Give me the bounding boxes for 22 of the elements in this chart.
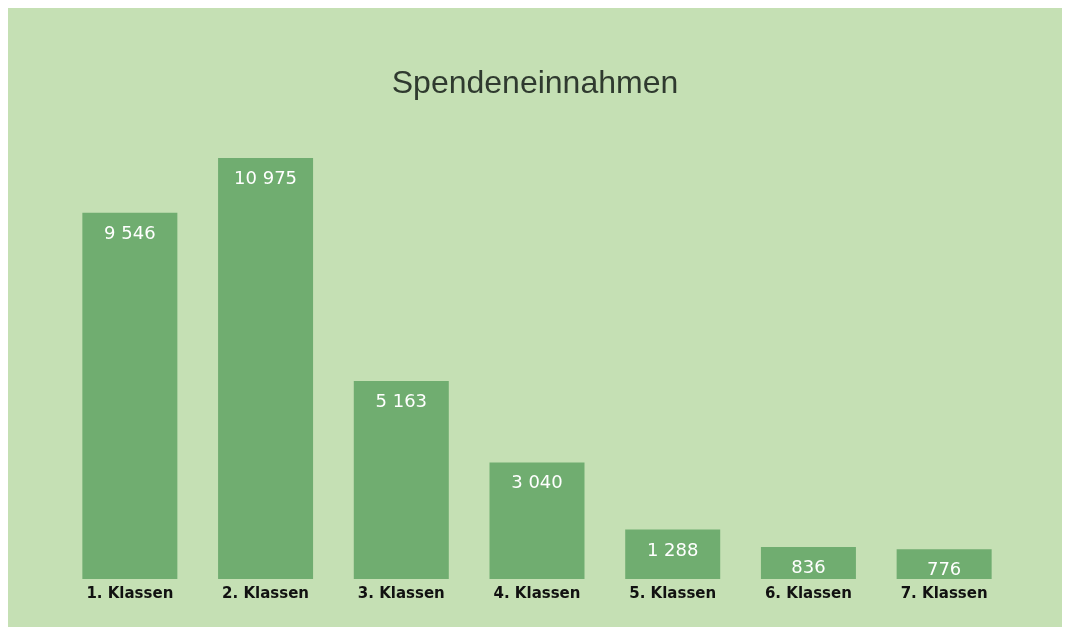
bar	[218, 158, 314, 579]
x-tick-label: 6. Klassen	[764, 583, 852, 602]
x-tick-label: 1. Klassen	[86, 583, 174, 602]
bar	[896, 549, 992, 579]
x-tick-label: 2. Klassen	[222, 583, 310, 602]
x-tick-label: 4. Klassen	[493, 583, 581, 602]
bar	[82, 212, 178, 579]
x-tick-label: 5. Klassen	[629, 583, 717, 602]
data-label: 3 040	[511, 471, 563, 493]
bar	[760, 546, 856, 579]
data-label: 5 163	[375, 389, 428, 411]
data-label: 1 288	[646, 538, 699, 560]
data-label: 836	[791, 555, 826, 577]
bar	[489, 462, 585, 579]
bar	[625, 529, 721, 579]
x-tick-label: 7. Klassen	[900, 583, 988, 602]
data-label: 776	[926, 558, 962, 580]
x-tick-label: 3. Klassen	[357, 583, 445, 602]
data-label: 10 975	[234, 167, 298, 188]
bar	[353, 380, 449, 579]
data-label: 9 546	[104, 221, 156, 243]
chart-title: Spendeneinnahmen	[390, 64, 680, 101]
